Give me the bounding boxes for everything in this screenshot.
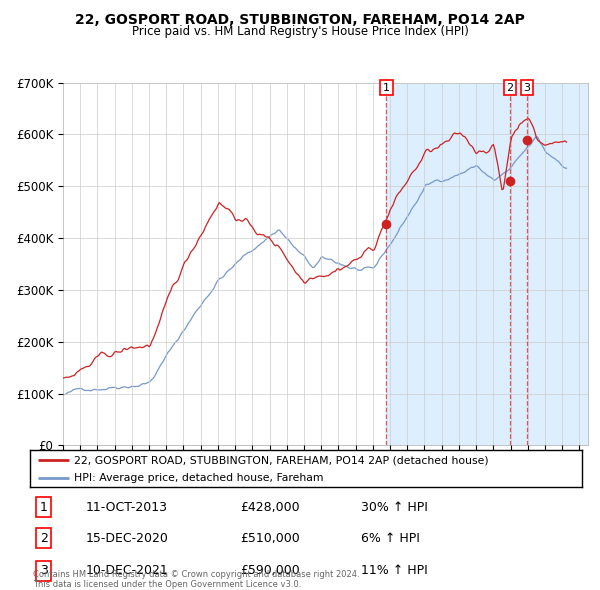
Text: 3: 3 <box>523 83 530 93</box>
Text: 15-DEC-2020: 15-DEC-2020 <box>85 532 168 545</box>
Text: HPI: Average price, detached house, Fareham: HPI: Average price, detached house, Fare… <box>74 473 323 483</box>
Text: 2: 2 <box>506 83 514 93</box>
Text: 11-OCT-2013: 11-OCT-2013 <box>85 501 167 514</box>
Text: £510,000: £510,000 <box>240 532 299 545</box>
Text: 1: 1 <box>383 83 390 93</box>
Text: 11% ↑ HPI: 11% ↑ HPI <box>361 564 428 577</box>
Text: 22, GOSPORT ROAD, STUBBINGTON, FAREHAM, PO14 2AP: 22, GOSPORT ROAD, STUBBINGTON, FAREHAM, … <box>75 13 525 27</box>
Text: 6% ↑ HPI: 6% ↑ HPI <box>361 532 420 545</box>
Bar <box>386 83 600 445</box>
Text: £590,000: £590,000 <box>240 564 299 577</box>
Text: 1: 1 <box>40 501 48 514</box>
Text: 3: 3 <box>40 564 48 577</box>
Text: Contains HM Land Registry data © Crown copyright and database right 2024.
This d: Contains HM Land Registry data © Crown c… <box>33 570 359 589</box>
Text: 30% ↑ HPI: 30% ↑ HPI <box>361 501 428 514</box>
Text: £428,000: £428,000 <box>240 501 299 514</box>
Text: Price paid vs. HM Land Registry's House Price Index (HPI): Price paid vs. HM Land Registry's House … <box>131 25 469 38</box>
Text: 10-DEC-2021: 10-DEC-2021 <box>85 564 168 577</box>
Text: 2: 2 <box>40 532 48 545</box>
Text: 22, GOSPORT ROAD, STUBBINGTON, FAREHAM, PO14 2AP (detached house): 22, GOSPORT ROAD, STUBBINGTON, FAREHAM, … <box>74 455 489 466</box>
